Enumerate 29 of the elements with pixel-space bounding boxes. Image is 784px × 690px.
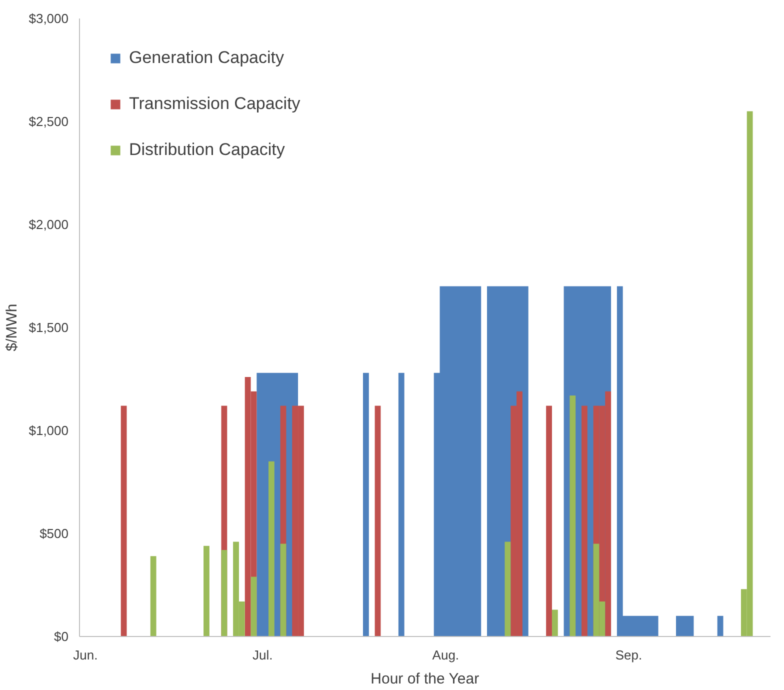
bar [570, 395, 576, 636]
y-tick-label: $1,000 [28, 423, 69, 438]
y-tick-label: $500 [40, 526, 68, 541]
bar [582, 406, 588, 636]
bar [221, 550, 228, 636]
legend-label: Generation Capacity [129, 48, 284, 68]
x-tick-label: Sep. [615, 648, 642, 662]
y-tick-label: $2,000 [28, 217, 69, 232]
bar [280, 544, 286, 636]
x-tick-label: Jul. [252, 648, 273, 662]
legend-label: Distribution Capacity [129, 140, 285, 160]
bar [150, 556, 156, 636]
bar [250, 576, 257, 636]
bar [546, 406, 552, 636]
bar [552, 610, 558, 636]
bar [504, 542, 511, 636]
y-tick-label: $0 [54, 629, 69, 644]
y-tick-label: $2,500 [28, 114, 69, 129]
x-tick-label: Jun. [73, 648, 98, 662]
x-axis-title: Hour of the Year [370, 670, 480, 688]
x-tick-label: Aug. [432, 648, 460, 662]
legend-label: Transmission Capacity [129, 94, 300, 114]
bar [204, 546, 210, 636]
bar [268, 461, 274, 636]
bar [374, 406, 381, 636]
bar [120, 406, 127, 636]
y-axis-title: $/MWh [4, 304, 21, 352]
y-tick-label: $3,000 [28, 11, 69, 26]
y-tick-label: $1,500 [28, 320, 69, 335]
